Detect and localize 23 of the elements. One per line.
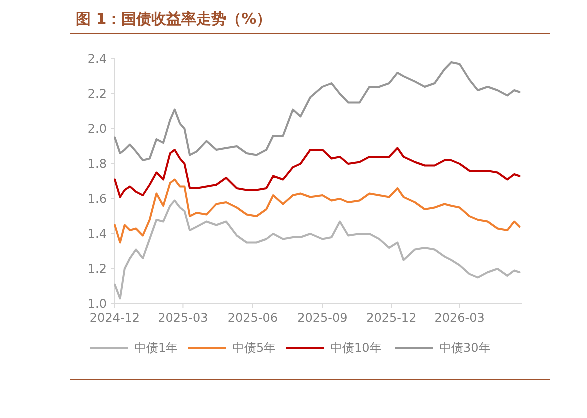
legend-label: 中债30年 <box>440 341 491 356</box>
y-tick-label: 1.6 <box>88 192 107 206</box>
legend-label: 中债5年 <box>232 341 276 356</box>
y-tick-label: 1.8 <box>88 157 107 172</box>
x-tick-label: 2026-03 <box>434 311 485 325</box>
y-tick-label: 2.2 <box>88 87 107 102</box>
x-tick-label: 2025-06 <box>228 311 278 325</box>
x-tick-label: 2024-12 <box>90 311 140 325</box>
line-series <box>114 200 521 300</box>
y-tick-label: 2.4 <box>88 52 107 66</box>
line-series <box>114 147 521 198</box>
x-tick-label: 2025-09 <box>298 311 348 325</box>
chart-title: 图 1：国债收益率走势（%） <box>76 10 272 28</box>
line-series <box>114 62 521 162</box>
x-tick-label: 2025-03 <box>158 311 208 325</box>
y-tick-label: 1.4 <box>88 227 107 242</box>
line-series <box>114 178 521 244</box>
legend-label: 中债10年 <box>330 341 382 356</box>
legend-label: 中债1年 <box>134 341 178 356</box>
x-tick-label: 2025-12 <box>366 311 417 325</box>
y-tick-label: 1.2 <box>88 262 107 276</box>
y-tick-label: 1.0 <box>88 297 107 312</box>
y-tick-label: 2.0 <box>88 122 107 136</box>
